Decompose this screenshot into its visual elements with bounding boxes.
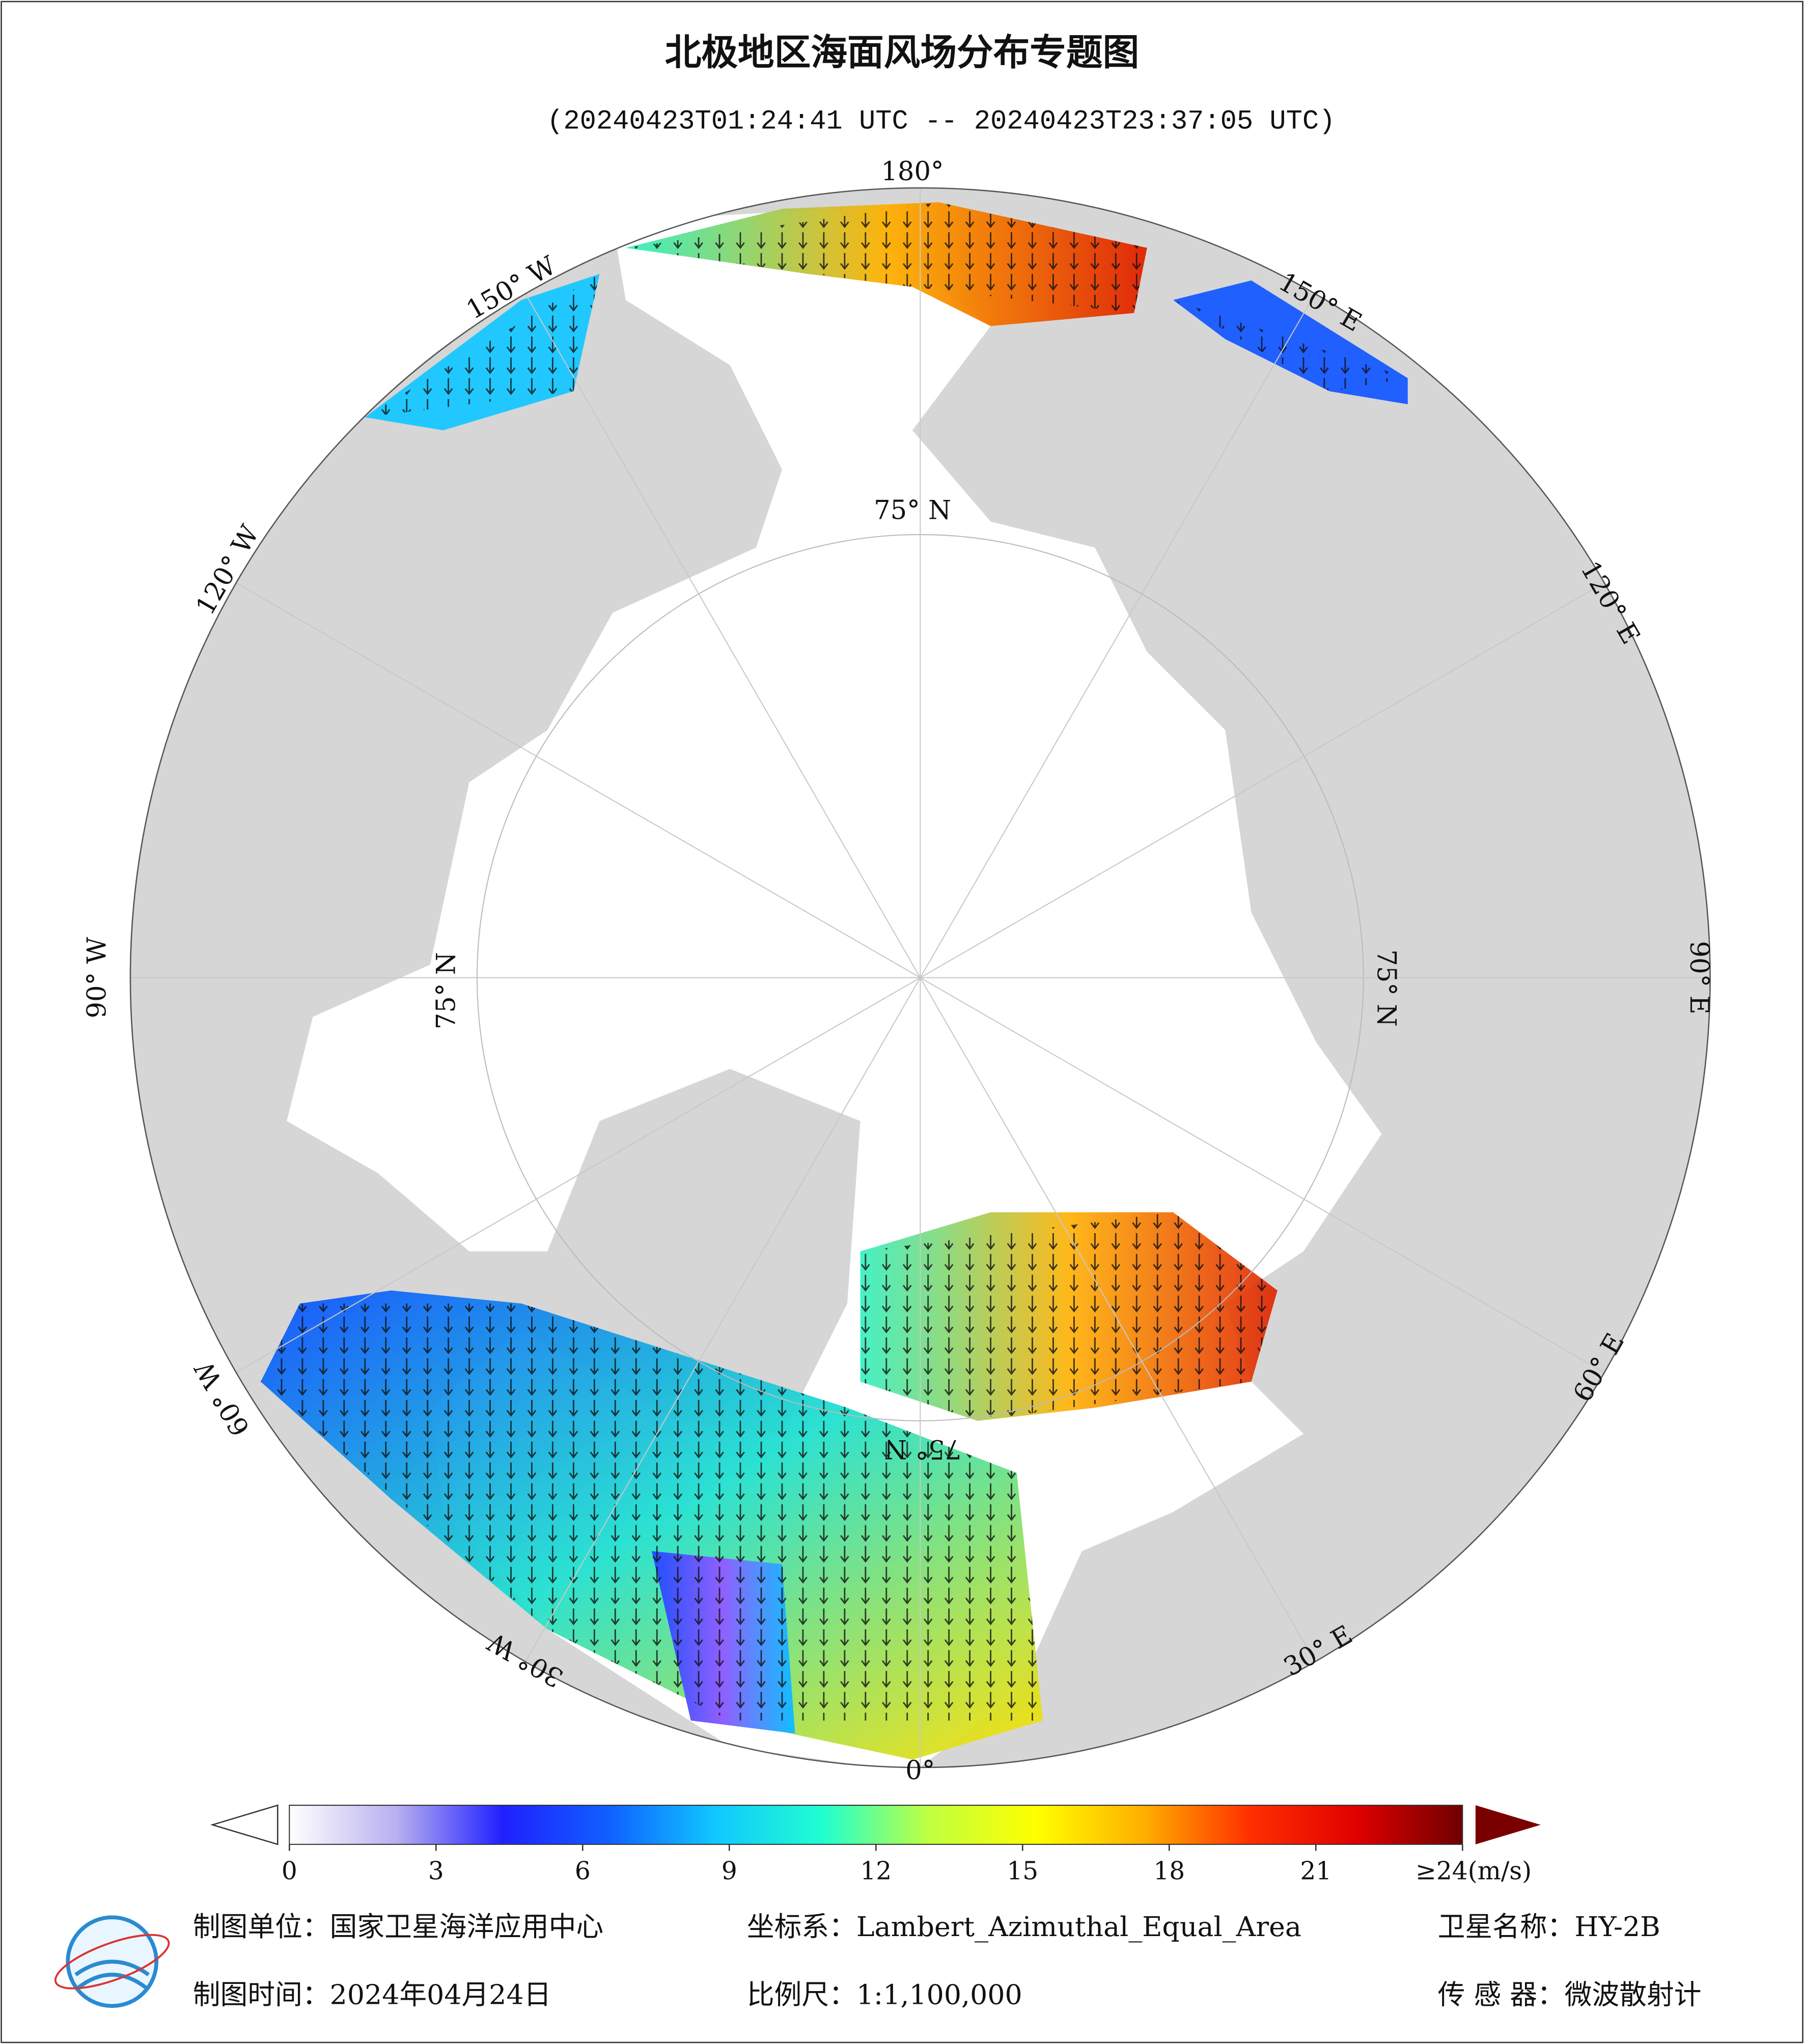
lon-label: 90° E: [1684, 941, 1714, 1014]
colorbar-high: [1475, 1805, 1541, 1844]
footer-item: 制图时间：2024年04月24日: [193, 1978, 551, 2010]
footer-item: 卫星名称：HY-2B: [1438, 1911, 1660, 1943]
meridians: [130, 188, 1710, 1768]
colorbar-tick-label: 15: [1007, 1857, 1038, 1886]
footer-item: 比例尺：1:1,100,000: [747, 1978, 1022, 2010]
lat-label: 75° N: [884, 1434, 962, 1464]
footer-item: 制图单位：国家卫星海洋应用中心: [193, 1911, 603, 1943]
title: 北极地区海面风场分布专题图: [665, 31, 1140, 74]
footer-item: 坐标系：Lambert_Azimuthal_Equal_Area: [747, 1911, 1301, 1943]
colorbar-tick-label: 12: [860, 1857, 892, 1886]
lon-label: 0°: [905, 1755, 935, 1786]
map: [130, 188, 1710, 1768]
footer-item: 传 感 器：微波散射计: [1438, 1978, 1702, 2010]
map-border: [129, 187, 1711, 1769]
lat-label: 75° N: [874, 495, 951, 526]
colorbar-tick-label: 9: [721, 1857, 737, 1886]
colorbar-tick-label: ≥24(m/s): [1416, 1857, 1532, 1886]
colorbar-tick-label: 3: [428, 1857, 444, 1886]
colorbar-tick-label: 0: [282, 1857, 297, 1886]
lon-label: 90° W: [82, 937, 113, 1018]
colorbar-low: [210, 1804, 279, 1845]
footer: 制图单位：国家卫星海洋应用中心 坐标系：Lambert_Azimuthal_Eq…: [193, 1911, 1702, 2010]
lat-label: 75° N: [431, 952, 462, 1029]
wind-arrows: [260, 202, 1408, 1721]
colorbar-bar: [289, 1805, 1463, 1845]
colorbar-tick-label: 21: [1300, 1857, 1331, 1886]
colorbar: 0 3 6 9 12 15 18 21 ≥24(m/s): [210, 1804, 1541, 1886]
lat-label: 75° N: [1371, 949, 1402, 1027]
logo: [54, 1915, 170, 2008]
lon-label: 180°: [881, 156, 943, 187]
colorbar-tick-label: 18: [1153, 1857, 1185, 1886]
subtitle: (20240423T01:24:41 UTC -- 20240423T23:37…: [547, 106, 1335, 137]
colorbar-tick-label: 6: [575, 1857, 591, 1886]
